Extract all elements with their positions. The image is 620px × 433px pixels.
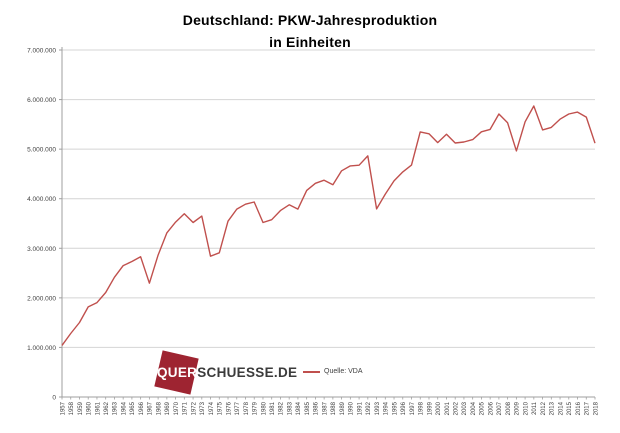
x-axis-label: 1981 (270, 401, 276, 415)
x-axis-label: 1999 (427, 401, 433, 415)
y-axis-label: 2.000.000 (27, 295, 56, 302)
x-axis-label: 1975 (218, 401, 224, 415)
x-axis-label: 1994 (384, 401, 390, 415)
x-axis-label: 2004 (471, 401, 477, 415)
chart-title: Deutschland: PKW-Jahresproduktion in Ein… (0, 9, 620, 53)
x-axis-label: 1987 (322, 401, 328, 415)
chart-title-line2: in Einheiten (269, 34, 351, 50)
y-axis-label: 7.000.000 (27, 48, 56, 55)
x-axis-label: 1971 (183, 401, 189, 415)
x-axis-label: 1993 (375, 401, 381, 415)
x-axis-label: 1969 (165, 401, 171, 415)
x-axis-label: 1986 (314, 401, 320, 415)
y-axis-label: 6.000.000 (27, 97, 56, 104)
x-axis-label: 2003 (462, 401, 468, 415)
x-axis-label: 2010 (523, 401, 529, 415)
x-axis-label: 1959 (78, 401, 84, 415)
x-axis-label: 1988 (331, 401, 337, 415)
x-axis-label: 1972 (191, 401, 197, 415)
x-axis-label: 2017 (585, 401, 591, 415)
x-axis-label: 1963 (113, 401, 119, 415)
x-axis-label: 1970 (174, 401, 180, 415)
x-axis-label: 2008 (506, 401, 512, 415)
x-axis-label: 1979 (253, 401, 259, 415)
x-axis-label: 1974 (209, 401, 215, 415)
x-axis-label: 2006 (488, 401, 494, 415)
x-axis-label: 1978 (244, 401, 250, 415)
x-axis-label: 1991 (357, 401, 363, 415)
x-axis-label: 2000 (436, 401, 442, 415)
x-axis-label: 2012 (541, 401, 547, 415)
x-axis-label: 1998 (419, 401, 425, 415)
x-axis-label: 2011 (532, 401, 538, 415)
x-axis-label: 2015 (567, 401, 573, 415)
x-axis-label: 2002 (453, 401, 459, 415)
legend: Quelle: VDA (303, 368, 363, 375)
x-axis-label: 2014 (558, 401, 564, 415)
y-axis-label: 3.000.000 (27, 246, 56, 253)
chart-title-line1: Deutschland: PKW-Jahresproduktion (182, 12, 438, 28)
series-line-pkw-produktion (61, 105, 596, 346)
x-axis-label: 1960 (87, 401, 93, 415)
x-axis-label: 2016 (576, 401, 582, 415)
x-axis-label: 1966 (139, 401, 145, 415)
x-axis-label: 1976 (226, 401, 232, 415)
logo-text-quer: QUER (157, 365, 198, 380)
x-axis-label: 1989 (340, 401, 346, 415)
logo-text-schuesse-de: SCHUESSE.DE (197, 365, 298, 380)
x-axis-label: 1967 (148, 401, 154, 415)
x-axis-label: 2018 (593, 401, 599, 415)
x-axis-label: 1973 (200, 401, 206, 415)
x-axis-label: 2005 (480, 401, 486, 415)
x-axis-label: 1990 (349, 401, 355, 415)
x-axis-label: 2007 (497, 401, 503, 415)
legend-label: Quelle: VDA (324, 368, 363, 375)
x-axis-label: 2009 (515, 401, 521, 415)
x-axis-label: 1977 (235, 401, 241, 415)
y-axis-label: 0 (52, 395, 56, 402)
y-axis-label: 4.000.000 (27, 196, 56, 203)
x-axis-label: 2001 (445, 401, 451, 415)
y-axis-label: 5.000.000 (27, 147, 56, 154)
x-axis-label: 1961 (95, 401, 101, 415)
querschuesse-logo-text: QUERSCHUESSE.DE (157, 365, 297, 380)
x-axis-label: 1957 (60, 401, 66, 415)
x-axis-label: 1968 (156, 401, 162, 415)
x-axis-label: 1980 (261, 401, 267, 415)
x-axis-label: 1992 (366, 401, 372, 415)
x-axis-label: 1995 (392, 401, 398, 415)
x-axis-label: 1982 (279, 401, 285, 415)
x-axis-label: 1996 (401, 401, 407, 415)
x-axis-label: 1984 (296, 401, 302, 415)
x-axis-label: 1985 (305, 401, 311, 415)
x-axis-label: 1997 (410, 401, 416, 415)
x-axis-label: 1983 (287, 401, 293, 415)
legend-line-swatch (303, 370, 320, 373)
x-axis-label: 1965 (130, 401, 136, 415)
x-axis-label: 1962 (104, 401, 110, 415)
x-axis-label: 1958 (69, 401, 75, 415)
y-axis-label: 1.000.000 (27, 345, 56, 352)
x-axis-label: 2013 (550, 401, 556, 415)
x-axis-label: 1964 (121, 401, 127, 415)
